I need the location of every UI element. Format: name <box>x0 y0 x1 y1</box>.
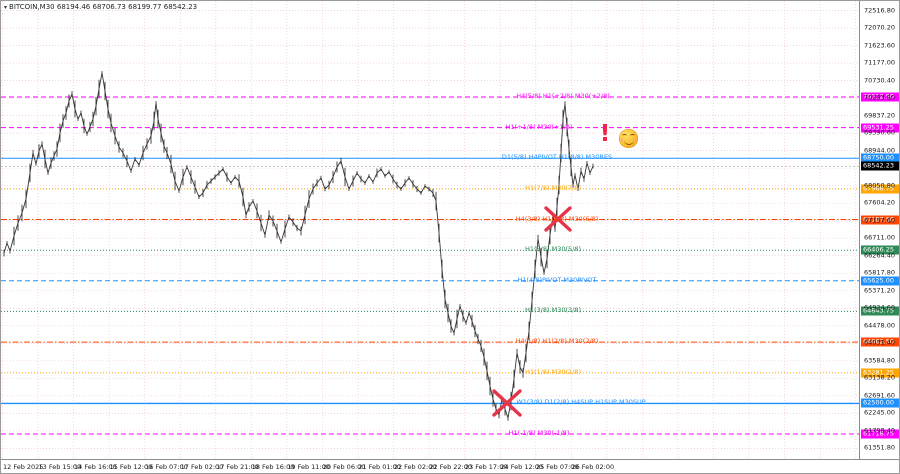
time-tick: 22 Feb 22:00 <box>429 463 473 471</box>
time-tick: 19 Feb 11:00 <box>287 463 330 471</box>
chart-title: ▾ BITCOIN,M30 68194.46 68706.73 68199.77 … <box>4 3 197 12</box>
time-tick: 22 Feb 02:00 <box>393 463 437 471</box>
current-price-badge: 68542.23 <box>861 161 899 171</box>
price-tick: 65817.80 <box>864 268 896 277</box>
price-tick: 67157.60 <box>864 216 896 225</box>
price-tick: 61351.80 <box>864 443 896 452</box>
price-tick: 66711.00 <box>864 233 896 242</box>
price-badge-67968.75: 67968.75 <box>861 184 899 194</box>
price-tick: 62245.00 <box>864 408 896 417</box>
price-tick: 63584.80 <box>864 356 896 365</box>
price-series <box>3 71 594 421</box>
price-tick: 66264.40 <box>864 251 896 260</box>
price-tick: 69390.60 <box>864 128 896 137</box>
price-tick: 63138.20 <box>864 373 896 382</box>
emoji-mouth <box>623 140 634 145</box>
price-badge-64062.50: 64062.50 <box>861 337 899 347</box>
time-tick: 23 Feb 17:00 <box>464 463 508 471</box>
price-tick: 72516.80 <box>864 6 896 15</box>
symbol-period-label: BITCOIN,M30 <box>9 3 55 11</box>
time-tick: 18 Feb 16:00 <box>251 463 295 471</box>
price-tick: 68050.80 <box>864 181 896 190</box>
price-tick: 61798.40 <box>864 426 896 435</box>
emoji-left-eye <box>622 134 627 138</box>
time-axis-separator <box>1 459 899 460</box>
price-badge-68750.00: 68750.00 <box>861 153 899 163</box>
price-tick: 64924.60 <box>864 303 896 312</box>
price-tick: 70730.40 <box>864 76 896 85</box>
x-mark-1[interactable] <box>544 206 572 232</box>
time-tick: 21 Feb 01:00 <box>358 463 401 471</box>
smiley-emoji-icon[interactable] <box>619 129 638 148</box>
emoji-right-eye <box>630 134 635 138</box>
time-tick: 15 Feb 12:00 <box>109 463 153 471</box>
price-tick: 71177.00 <box>864 58 896 67</box>
price-axis[interactable]: 70312.50 69531.25 68750.00 67968.75 67187.50… <box>860 1 899 459</box>
time-tick: 17 Feb 21:00 <box>216 463 259 471</box>
x-mark-2[interactable] <box>492 389 522 417</box>
price-tick: 68944.00 <box>864 146 896 155</box>
time-tick: 14 Feb 16:00 <box>74 463 117 471</box>
price-tick: 67604.20 <box>864 198 896 207</box>
price-badge-66406.25: 66406.25 <box>861 245 899 255</box>
price-badge-62500.00: 62500.00 <box>861 398 899 408</box>
price-tick: 65371.20 <box>864 286 896 295</box>
time-tick: 12 Feb 2025 <box>3 463 44 471</box>
price-tick: 72070.20 <box>864 23 896 32</box>
ohlc-values: 68194.46 68706.73 68199.77 68542.23 <box>56 3 198 11</box>
price-badge-63281.25: 63281.25 <box>861 368 899 378</box>
price-badge-65625.00: 65625.00 <box>861 276 899 286</box>
emoji-right-cheek <box>633 138 638 141</box>
emoji-left-cheek <box>619 138 624 141</box>
price-tick: 70283.80 <box>864 93 896 102</box>
time-tick: 16 Feb 07:00 <box>145 463 188 471</box>
price-axis-separator <box>859 1 860 460</box>
object-marker-icon: ▾ <box>4 4 8 11</box>
price-badge-61718.75: 61718.75 <box>861 429 899 439</box>
time-tick: 20 Feb 06:00 <box>322 463 366 471</box>
price-tick: 69837.20 <box>864 111 896 120</box>
time-tick: 17 Feb 02:00 <box>180 463 224 471</box>
price-badge-70312.50: 70312.50 <box>861 92 899 102</box>
exclamation-annotation[interactable]: ! <box>599 121 611 147</box>
time-axis[interactable]: 12 Feb 2025 13 Feb 15:00 14 Feb 16:00 15 Fe… <box>1 460 859 473</box>
price-badge-69531.25: 69531.25 <box>861 123 899 133</box>
time-tick: 25 Feb 07:00 <box>535 463 579 471</box>
chart-canvas[interactable] <box>1 1 859 459</box>
price-badge-67187.50: 67187.50 <box>861 215 899 225</box>
price-badge-64843.75: 64843.75 <box>861 306 899 316</box>
price-tick: 64478.00 <box>864 321 896 330</box>
price-tick: 64031.40 <box>864 338 896 347</box>
time-tick: 13 Feb 15:00 <box>38 463 82 471</box>
price-tick: 71623.60 <box>864 41 896 50</box>
time-tick: 24 Feb 12:00 <box>500 463 544 471</box>
price-tick: 62691.60 <box>864 391 896 400</box>
time-tick: 26 Feb 02:00 <box>571 463 615 471</box>
